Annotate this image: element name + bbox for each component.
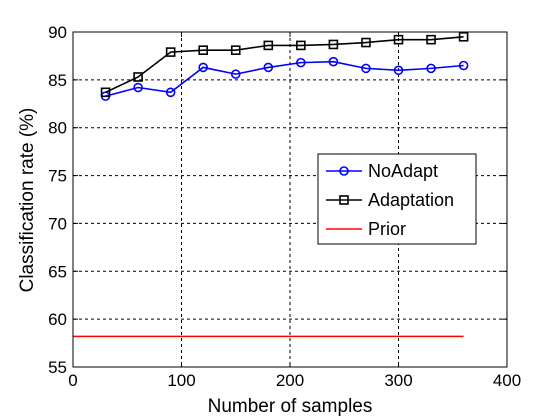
data-point-adaptation	[328, 39, 339, 50]
legend-swatch-marker	[339, 166, 349, 176]
data-point-adaptation	[165, 47, 176, 57]
data-point-adaptation	[458, 31, 469, 42]
data-point-adaptation	[198, 45, 208, 55]
data-point-noadapt	[198, 62, 208, 73]
data-point-adaptation	[133, 72, 143, 82]
y-tick-label: 60	[48, 310, 67, 329]
x-tick-label: 300	[384, 371, 412, 390]
x-axis-title: Number of samples	[208, 396, 373, 417]
y-tick-label: 90	[48, 23, 67, 42]
y-tick-label: 80	[48, 119, 67, 138]
series-line-noadapt	[105, 60, 464, 97]
series-line-adaptation	[105, 35, 464, 94]
legend-swatch-marker	[339, 195, 349, 205]
data-point-noadapt	[296, 57, 306, 68]
y-tick-label: 55	[48, 358, 67, 377]
data-point-noadapt	[328, 56, 339, 67]
legend-label: NoAdapt	[368, 161, 438, 181]
legend-label: Adaptation	[368, 190, 454, 210]
data-point-adaptation	[100, 87, 111, 98]
x-tick-label: 200	[276, 371, 304, 390]
y-tick-label: 65	[48, 262, 67, 281]
data-point-noadapt	[361, 63, 371, 74]
ticks	[72, 31, 508, 368]
y-tick-label: 70	[48, 214, 67, 233]
legend: NoAdapt Adaptation Prior	[317, 153, 477, 245]
x-tick-label: 400	[493, 371, 521, 390]
y-tick-label: 75	[48, 167, 67, 186]
grid	[73, 32, 507, 367]
data-point-noadapt	[458, 60, 469, 71]
series-layer	[73, 31, 469, 338]
y-tick-label: 85	[48, 71, 67, 90]
data-point-adaptation	[230, 45, 241, 55]
data-point-noadapt	[426, 63, 436, 74]
data-point-noadapt	[230, 69, 241, 79]
x-tick-label: 0	[68, 371, 77, 390]
data-point-noadapt	[393, 65, 404, 76]
data-point-noadapt	[133, 82, 143, 93]
data-point-adaptation	[263, 40, 274, 51]
x-tick-label: 100	[167, 371, 195, 390]
tick-labels: 0 100 200 300 400 55 60 65 70 75 80 85 90	[48, 23, 521, 390]
data-point-adaptation	[296, 40, 306, 51]
data-point-noadapt	[165, 87, 176, 98]
data-point-adaptation	[361, 37, 371, 48]
data-point-noadapt	[263, 62, 274, 73]
legend-label: Prior	[368, 219, 406, 239]
y-axis-title: Classification rate (%)	[17, 108, 38, 293]
data-point-adaptation	[426, 34, 436, 45]
